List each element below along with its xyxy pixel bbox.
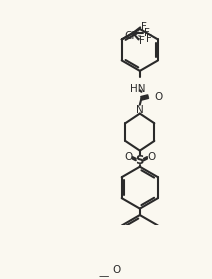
Text: S: S bbox=[136, 154, 144, 167]
Text: F: F bbox=[141, 21, 147, 32]
Text: O: O bbox=[147, 152, 155, 162]
Text: HN: HN bbox=[130, 84, 146, 94]
Text: F: F bbox=[146, 35, 152, 44]
Text: O: O bbox=[112, 265, 120, 275]
Text: F: F bbox=[144, 28, 150, 38]
Text: N: N bbox=[136, 105, 144, 115]
Text: CF₃: CF₃ bbox=[124, 31, 141, 41]
Text: O: O bbox=[154, 92, 163, 102]
Text: —: — bbox=[99, 271, 109, 279]
Text: F: F bbox=[139, 36, 145, 46]
Text: O: O bbox=[124, 152, 133, 162]
